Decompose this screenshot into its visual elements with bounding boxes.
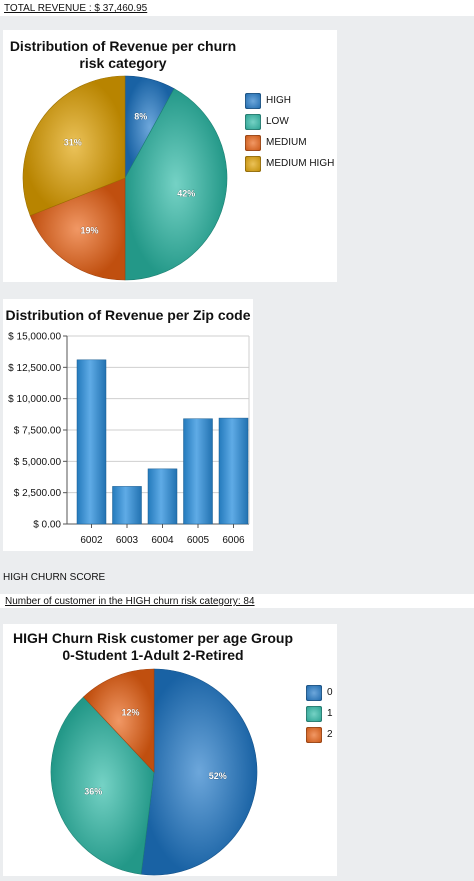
- zip-y-tick-label: $ 10,000.00: [8, 394, 61, 405]
- churn-risk-label-high: 8%: [134, 112, 147, 122]
- total-revenue-text: TOTAL REVENUE : $ 37,460.95: [4, 3, 147, 14]
- age-group-legend-swatch-1[interactable]: [306, 706, 322, 722]
- zip-bar-6002[interactable]: [77, 360, 106, 524]
- zip-bar-6004[interactable]: [148, 469, 177, 524]
- age-group-label-2: 12%: [121, 708, 139, 718]
- age-group-legend-label-2: 2: [327, 729, 333, 740]
- age-group-label-0: 52%: [209, 771, 227, 781]
- churn-risk-label-low: 42%: [177, 189, 195, 199]
- zip-y-tick-label: $ 12,500.00: [8, 363, 61, 374]
- age-group-pie: 52% 36% 12%: [3, 624, 337, 876]
- churn-risk-label-medium-high: 31%: [64, 138, 82, 148]
- zip-x-tick-label-6006: 6006: [222, 535, 245, 546]
- churn-risk-legend-label-high: HIGH: [266, 95, 291, 106]
- churn-risk-pie: 8% 42% 19% 31%: [3, 30, 337, 282]
- zip-x-tick-label-6004: 6004: [151, 535, 174, 546]
- churn-risk-legend-label-low: LOW: [266, 116, 289, 127]
- zip-y-tick-label: $ 5,000.00: [14, 457, 62, 468]
- churn-risk-legend-swatch-low[interactable]: [245, 114, 261, 130]
- age-group-label-1: 36%: [84, 787, 102, 797]
- churn-risk-legend-label-medium: MEDIUM: [266, 137, 307, 148]
- zip-bar-chart: $ 0.00 $ 2,500.00 $ 5,000.00 $ 7,500.00 $ 10…: [3, 299, 253, 551]
- zip-bar-6003[interactable]: [113, 486, 142, 524]
- churn-risk-legend-label-medium-high: MEDIUM HIGH: [266, 158, 334, 169]
- zip-x-tick-label-6003: 6003: [116, 535, 139, 546]
- zip-y-tick-label: $ 0.00: [33, 520, 61, 531]
- zip-bar-6006[interactable]: [219, 418, 248, 524]
- age-group-legend-swatch-2[interactable]: [306, 727, 322, 743]
- age-group-chart: HIGH Churn Risk customer per age Group 0…: [3, 624, 337, 876]
- age-group-legend-label-0: 0: [327, 687, 333, 698]
- churn-risk-legend-swatch-high[interactable]: [245, 93, 261, 109]
- high-churn-heading: HIGH CHURN SCORE: [3, 572, 105, 583]
- age-group-legend-swatch-0[interactable]: [306, 685, 322, 701]
- zip-x-tick-label-6005: 6005: [187, 535, 210, 546]
- churn-risk-label-medium: 19%: [80, 225, 98, 235]
- zip-y-tick-label: $ 15,000.00: [8, 332, 61, 343]
- zip-x-tick-label-6002: 6002: [80, 535, 103, 546]
- high-churn-count-text: Number of customer in the HIGH churn ris…: [5, 596, 255, 607]
- zip-y-tick-label: $ 7,500.00: [14, 426, 62, 437]
- zip-revenue-chart: Distribution of Revenue per Zip code $ 0…: [3, 299, 253, 551]
- zip-y-tick-label: $ 2,500.00: [14, 488, 62, 499]
- churn-risk-legend-swatch-medium[interactable]: [245, 135, 261, 151]
- zip-bar-6005[interactable]: [184, 419, 213, 524]
- age-group-legend-label-1: 1: [327, 708, 333, 719]
- churn-risk-revenue-chart: Distribution of Revenue per churn risk c…: [3, 30, 337, 282]
- age-group-slice-0[interactable]: [141, 669, 257, 875]
- churn-risk-legend-swatch-medium-high[interactable]: [245, 156, 261, 172]
